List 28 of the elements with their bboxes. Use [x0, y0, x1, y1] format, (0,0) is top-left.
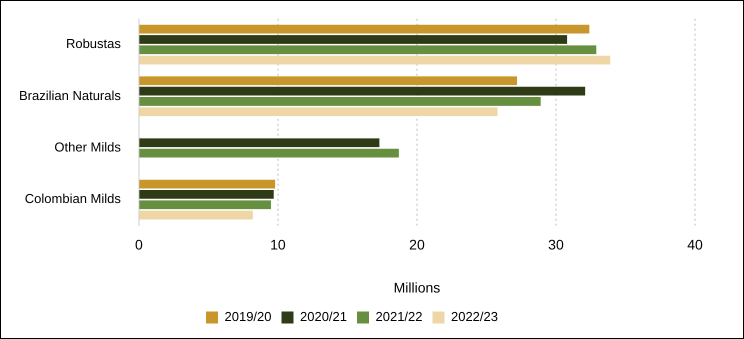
x-tick-label: 40 [687, 236, 703, 253]
legend-label: 2021/22 [376, 309, 422, 324]
bar [139, 107, 498, 116]
x-tick-label: 30 [548, 236, 564, 253]
bar [139, 24, 590, 34]
bar [139, 56, 610, 65]
y-tick-label: Robustas [66, 36, 122, 52]
x-tick-label: 10 [270, 236, 286, 253]
y-tick-label: Brazilian Naturals [19, 88, 122, 103]
bar [139, 190, 274, 199]
bar [139, 180, 276, 188]
x-axis-title: Millions [394, 279, 440, 296]
bar [139, 86, 586, 96]
bar [139, 200, 271, 210]
y-tick-label: Other Milds [54, 140, 122, 155]
legend-label: 2019/20 [224, 309, 272, 324]
y-tick-label: Colombian Milds [24, 191, 122, 206]
bar [139, 210, 253, 220]
bar [139, 148, 399, 158]
bar [139, 138, 380, 148]
bar [139, 35, 568, 44]
bar [139, 76, 518, 86]
x-tick-label: 20 [409, 236, 425, 253]
legend-label: 2022/23 [450, 309, 498, 324]
bar [139, 97, 541, 106]
bar [139, 45, 596, 54]
x-tick-label: 0 [134, 236, 143, 253]
legend-label: 2020/21 [300, 309, 348, 324]
